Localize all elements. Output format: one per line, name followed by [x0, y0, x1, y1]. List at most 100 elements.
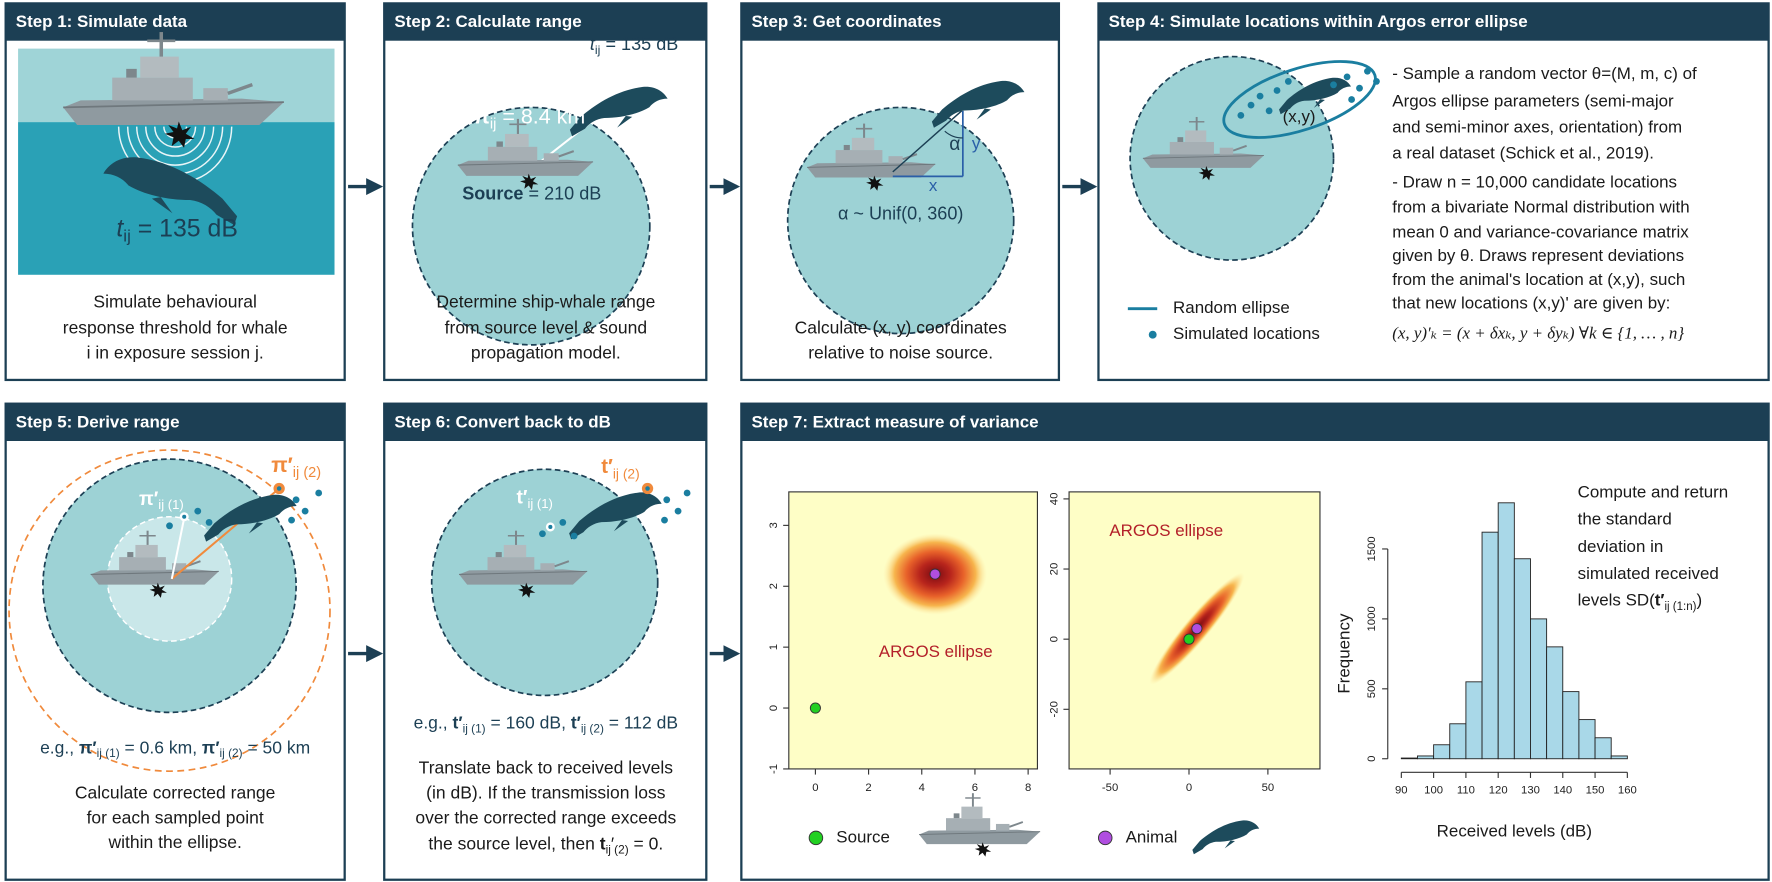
circle-shape [205, 519, 213, 526]
x-tick-label: 110 [1457, 784, 1475, 796]
x-tick-label: 150 [1586, 784, 1605, 796]
x-tick-label: 6 [972, 782, 978, 794]
text-run: = 50 km [243, 737, 311, 757]
caption: Simulate behavioural [93, 292, 257, 312]
y-label: y [972, 134, 981, 153]
x-tick-label: 2 [865, 782, 871, 794]
text-run: levels SD( [1578, 591, 1656, 610]
y-tick-label: 40 [1048, 493, 1060, 506]
step6-scene [430, 468, 691, 697]
text-run: t′ [601, 457, 613, 479]
line-shape [170, 517, 186, 580]
circle-shape [1348, 96, 1355, 103]
rect-shape [384, 403, 707, 441]
histogram-bar [1481, 531, 1499, 760]
legend-label: Random ellipse [1173, 298, 1290, 317]
caption: Determine ship-whale range [436, 292, 655, 312]
circle-shape [1256, 92, 1264, 100]
x-tick-label: 50 [1262, 782, 1275, 794]
y-tick-label: 0 [1366, 756, 1378, 762]
histogram-bar [1594, 737, 1612, 760]
circle-shape [1247, 101, 1255, 109]
step2-scene [411, 86, 668, 346]
formula: (x, y)′ₖ = (x + δxₖ, y + δyₖ) ∀k ∈ {1, …… [1392, 324, 1684, 343]
step-title: Step 6: Convert back to dB [394, 412, 610, 431]
histogram-bar [1530, 618, 1548, 760]
circle-shape [292, 496, 300, 504]
legend-label: Animal [1126, 827, 1178, 846]
body-text: levels SD(t′ij (1:n)) [1578, 591, 1702, 613]
caption: for each sampled point [87, 807, 264, 827]
g-shape [166, 489, 323, 530]
text-run: = 160 dB, [486, 712, 571, 732]
text-run: = 135 dB [600, 34, 678, 54]
circle-shape [1273, 87, 1281, 94]
rect-shape [1098, 3, 1769, 41]
x-tick-label: 130 [1521, 784, 1540, 796]
body-text: that new locations (x,y)' are given by: [1392, 294, 1670, 313]
body-text: - Draw n = 10,000 candidate locations [1392, 173, 1677, 192]
text-run: t [116, 214, 124, 242]
x-tick-label: 160 [1618, 784, 1637, 796]
step4-text: - Sample a random vector θ=(M, m, c) of A… [1392, 64, 1697, 313]
text-run: the source level, then [428, 833, 599, 853]
circle-shape [1356, 84, 1363, 92]
text-run: ′ [611, 833, 614, 853]
circle-shape [674, 507, 682, 515]
text-run: = 210 dB [523, 183, 601, 203]
circle-shape [1364, 67, 1371, 75]
g-shape [1237, 67, 1380, 119]
step-title: Step 4: Simulate locations within Argos … [1109, 12, 1528, 31]
body-text: simulated received [1578, 564, 1719, 583]
caption: within the ellipse. [107, 832, 241, 852]
y-tick-label: -1 [768, 764, 780, 774]
near-level-label: t′ij (1) [516, 488, 552, 512]
circle-shape [645, 486, 650, 491]
body-text: the standard [1578, 510, 1672, 529]
histogram-bar [1578, 719, 1596, 760]
circle-shape [1237, 111, 1245, 119]
example: e.g., t′ij (1) = 160 dB, t′ij (2) = 112 … [414, 712, 679, 735]
caption: relative to noise source. [808, 343, 993, 363]
circle-shape [301, 507, 309, 515]
circle-shape [539, 530, 546, 538]
x-tick-label: 100 [1424, 784, 1443, 796]
text-run: ij [123, 227, 131, 246]
histogram-bar [1449, 723, 1467, 760]
ellipse-label: ARGOS ellipse [1109, 521, 1223, 540]
caption: the source level, then tij′(2) = 0. [428, 833, 663, 856]
text-run: π [474, 104, 490, 128]
caption: i in exposure session j. [87, 343, 264, 363]
animal-point [929, 568, 941, 580]
circle-shape [8, 449, 331, 773]
x-tick-label: 90 [1395, 784, 1408, 796]
plots: 0 2 4 6 8 -1 0 1 2 3 ARGOS ellipse -50 0 50 -20 0 20 40 AR… [768, 482, 1729, 846]
histogram-bar [1610, 755, 1628, 760]
text-run: t′ [1655, 591, 1665, 610]
body-text: and semi-minor axes, orientation) from [1392, 117, 1682, 136]
text-run: = 8.4 km [496, 104, 585, 128]
text-run: ij [595, 43, 600, 57]
panel-headers [5, 3, 1769, 441]
x-tick-label: 0 [812, 782, 818, 794]
heatmap-background [788, 491, 1038, 769]
y-axis-label: Frequency [1334, 613, 1353, 694]
y-tick-label: 2 [768, 583, 780, 589]
circle-shape [182, 514, 187, 519]
y-tick-label: 20 [1048, 563, 1060, 576]
step5-scene [8, 449, 331, 773]
caption: response threshold for whale [63, 318, 288, 338]
text-run: t′ [516, 488, 527, 509]
text-run: e.g., [40, 737, 79, 757]
legend-animal [1098, 830, 1113, 846]
text-run: ij (2) [293, 465, 321, 481]
arrows [348, 178, 1098, 663]
text-run: Source [462, 183, 523, 203]
step-title: Step 3: Get coordinates [752, 12, 942, 31]
body-text: mean 0 and variance-covariance matrix [1392, 222, 1689, 241]
text-run: π′ [79, 737, 97, 757]
body-text: Compute and return [1578, 482, 1729, 501]
text-run: ij (2) [581, 721, 604, 735]
body-text: given by θ. Draws represent deviations [1392, 246, 1684, 265]
